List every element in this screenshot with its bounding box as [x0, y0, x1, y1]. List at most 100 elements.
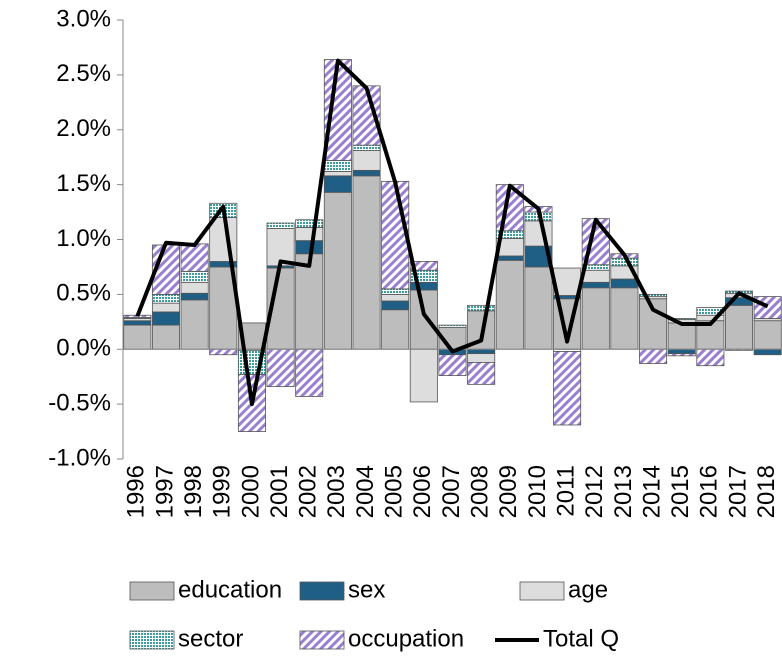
x-tick-label: 2004 — [352, 465, 379, 518]
bar-segment — [610, 287, 639, 350]
bar-segment — [295, 219, 324, 228]
legend-label: education — [178, 576, 282, 603]
bar-segment — [667, 322, 696, 350]
y-tick-label: 0.5% — [56, 280, 111, 307]
bar-segment — [467, 362, 496, 385]
bar-segment — [667, 348, 696, 355]
bar-segment — [610, 278, 639, 289]
bar-segment — [639, 348, 668, 364]
bar-segment — [323, 191, 352, 350]
x-tick-label: 2016 — [696, 465, 723, 518]
bar-segment — [352, 175, 381, 350]
x-tick-label: 2014 — [638, 465, 665, 518]
bar-segment — [610, 257, 639, 267]
x-tick-label: 2018 — [753, 465, 780, 518]
bar-segment — [381, 309, 410, 350]
bar-segment — [209, 217, 238, 262]
x-tick-label: 2007 — [438, 465, 465, 518]
x-tick-label: 2011 — [552, 465, 579, 517]
x-tick-label: 2005 — [381, 465, 408, 518]
y-tick-label: 1.0% — [56, 225, 111, 252]
x-tick-label: 2002 — [295, 465, 322, 518]
bar-segment — [524, 220, 553, 247]
bar-segment — [581, 281, 610, 289]
bar-segment — [409, 261, 438, 271]
bar-segment — [409, 281, 438, 291]
bar-segment — [180, 243, 209, 272]
y-tick-label: -0.5% — [48, 389, 111, 416]
bar-segment — [266, 222, 295, 229]
bar-segment — [295, 348, 324, 397]
bar-segment — [381, 293, 410, 302]
legend-swatch — [299, 581, 345, 601]
bar-segment — [524, 266, 553, 350]
bar-segment — [409, 348, 438, 403]
bar-segment — [753, 320, 782, 350]
bar-segment — [381, 288, 410, 295]
bar-segment — [180, 281, 209, 294]
x-tick-label: 2010 — [524, 465, 551, 518]
y-tick-label: -1.0% — [48, 444, 111, 471]
bar-segment — [123, 324, 152, 350]
bar-segment — [209, 348, 238, 356]
bar-segment — [725, 304, 754, 350]
bar-segment — [352, 169, 381, 177]
bar-segment — [352, 144, 381, 152]
bar-segment — [581, 269, 610, 283]
y-tick-label: 2.5% — [56, 60, 111, 87]
bar-segment — [151, 324, 180, 350]
bar-segment — [667, 353, 696, 357]
bar-segment — [323, 59, 352, 161]
bar-segment — [180, 270, 209, 283]
y-tick-label: 1.5% — [56, 170, 111, 197]
legend-label: sex — [348, 576, 385, 603]
x-tick-label: 2017 — [724, 465, 751, 518]
y-tick-label: 2.0% — [56, 115, 111, 142]
x-tick-label: 2009 — [495, 465, 522, 518]
bar-segment — [123, 320, 152, 326]
x-tick-label: 1998 — [180, 465, 207, 518]
bar-segment — [352, 150, 381, 171]
legend-label: sector — [178, 625, 243, 652]
x-tick-label: 1997 — [151, 465, 178, 518]
bar-segment — [323, 175, 352, 193]
bar-segment — [495, 259, 524, 350]
bar-segment — [352, 85, 381, 146]
bar-segment — [381, 180, 410, 290]
x-tick-label: 2006 — [409, 465, 436, 518]
bar-segment — [753, 348, 782, 356]
bar-segment — [151, 293, 180, 304]
bar-segment — [295, 253, 324, 350]
x-tick-label: 2012 — [581, 465, 608, 518]
bar-segment — [266, 348, 295, 387]
bar-segment — [438, 324, 467, 328]
legend-swatch — [129, 581, 175, 601]
legend-label: Total Q — [543, 625, 619, 652]
bar-segment — [753, 296, 782, 319]
bar-segment — [639, 293, 668, 297]
bar-segment — [467, 348, 496, 355]
bar-segment — [409, 289, 438, 350]
y-tick-label: 3.0% — [56, 5, 111, 32]
bar-segment — [581, 287, 610, 350]
y-tick-label: 0.0% — [56, 335, 111, 362]
bar-segment — [495, 255, 524, 261]
bar-segment — [323, 171, 352, 177]
legend-swatch — [299, 630, 345, 650]
x-tick-label: 2000 — [237, 465, 264, 518]
bar-segment — [467, 353, 496, 363]
legend-label: age — [568, 576, 608, 603]
legend-label: occupation — [348, 625, 464, 652]
x-tick-label: 2003 — [323, 465, 350, 518]
x-tick-label: 2008 — [466, 465, 493, 518]
legend-swatch — [129, 630, 175, 650]
x-tick-label: 2013 — [610, 465, 637, 518]
bar-segment — [696, 348, 725, 367]
bar-segment — [467, 304, 496, 312]
bar-segment — [323, 160, 352, 172]
bar-segment — [381, 300, 410, 311]
bar-segment — [151, 311, 180, 326]
bar-segment — [151, 302, 180, 313]
